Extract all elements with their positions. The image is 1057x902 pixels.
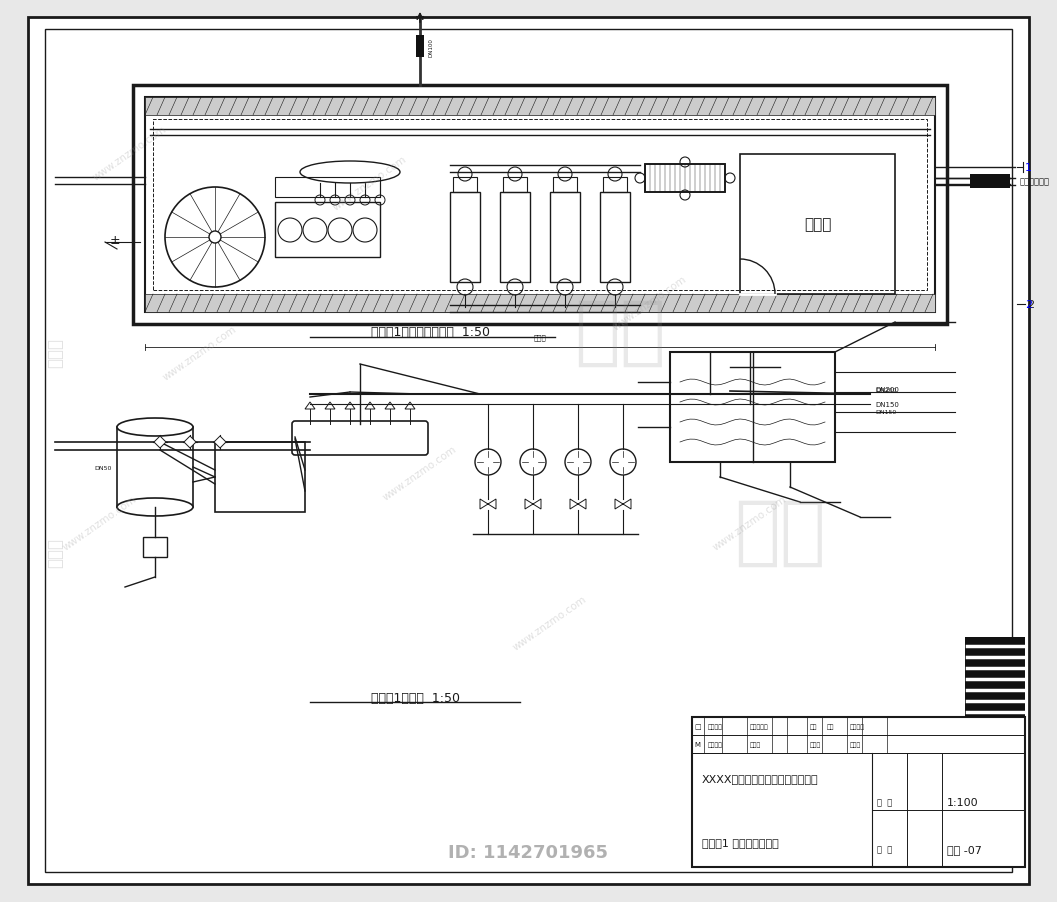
Text: 总尺寸: 总尺寸 xyxy=(534,334,546,341)
Bar xyxy=(275,178,381,198)
Text: 1: 1 xyxy=(1025,163,1032,173)
Text: 热力站1系统图  1:50: 热力站1系统图 1:50 xyxy=(371,691,460,704)
Ellipse shape xyxy=(117,419,193,437)
Polygon shape xyxy=(214,437,226,448)
Bar xyxy=(143,538,167,557)
Text: 知末: 知末 xyxy=(574,296,666,370)
Polygon shape xyxy=(184,437,196,448)
Text: 专业负责人: 专业负责人 xyxy=(750,723,768,729)
Text: 1:100: 1:100 xyxy=(947,797,979,807)
Bar xyxy=(450,193,480,282)
Bar xyxy=(970,175,1010,189)
Text: www.znzmo.com: www.znzmo.com xyxy=(711,493,789,552)
Text: DN50: DN50 xyxy=(95,465,112,470)
Text: DN150: DN150 xyxy=(875,401,898,408)
Text: www.znzmo.com: www.znzmo.com xyxy=(91,124,169,182)
Text: 知末网: 知末网 xyxy=(47,538,64,567)
Bar xyxy=(670,353,835,463)
Text: DN200: DN200 xyxy=(875,387,898,392)
Text: ID: 1142701965: ID: 1142701965 xyxy=(448,843,608,861)
Text: www.znzmo.com: www.znzmo.com xyxy=(162,324,239,382)
Text: 安检官: 安检官 xyxy=(850,741,861,747)
Text: DN200: DN200 xyxy=(875,387,896,392)
Bar xyxy=(145,98,935,115)
Text: 审核: 审核 xyxy=(810,723,817,729)
Text: 值班室: 值班室 xyxy=(803,217,831,232)
Text: www.znzmo.com: www.znzmo.com xyxy=(331,153,409,212)
Bar xyxy=(500,193,530,282)
Bar xyxy=(145,295,935,313)
Bar xyxy=(275,203,381,258)
Text: 专业总监: 专业总监 xyxy=(850,723,865,729)
Bar xyxy=(645,165,725,193)
Text: DN100: DN100 xyxy=(428,39,433,58)
Text: 温度计: 温度计 xyxy=(750,741,761,747)
Text: 上层审批: 上层审批 xyxy=(708,741,723,747)
Text: 一次水供回水: 一次水供回水 xyxy=(1020,178,1050,187)
Bar xyxy=(153,120,927,290)
Text: 换热站1 平面图，系统图: 换热站1 平面图，系统图 xyxy=(702,837,779,847)
Text: www.znzmo.com: www.znzmo.com xyxy=(61,493,138,552)
Text: 知末网: 知末网 xyxy=(47,337,64,368)
Bar xyxy=(602,178,627,193)
Text: www.znzmo.com: www.znzmo.com xyxy=(611,273,689,332)
Text: 审定: 审定 xyxy=(827,723,834,729)
Text: DN150: DN150 xyxy=(875,410,896,415)
Text: 热力站1管线平面布置图  1:50: 热力站1管线平面布置图 1:50 xyxy=(371,327,489,339)
Bar xyxy=(215,443,305,512)
Bar xyxy=(117,428,193,508)
Text: www.znzmo.com: www.znzmo.com xyxy=(382,443,459,502)
Bar xyxy=(692,717,1025,867)
Bar xyxy=(416,36,424,58)
Ellipse shape xyxy=(117,499,193,517)
Text: 知末: 知末 xyxy=(735,495,826,569)
Polygon shape xyxy=(154,437,166,448)
Text: □: □ xyxy=(694,723,701,729)
Text: 图  号: 图 号 xyxy=(877,844,892,853)
Circle shape xyxy=(209,232,221,244)
Text: www.znzmo.com: www.znzmo.com xyxy=(512,594,589,651)
Bar xyxy=(503,178,527,193)
Bar xyxy=(965,638,1025,717)
Text: 2: 2 xyxy=(1027,299,1034,309)
Bar xyxy=(645,165,725,193)
Text: 项目经理: 项目经理 xyxy=(708,723,723,729)
Text: XXXX供热外网及换热站施工图设计: XXXX供热外网及换热站施工图设计 xyxy=(702,773,818,783)
Bar xyxy=(550,193,580,282)
Text: 2: 2 xyxy=(1025,299,1032,309)
Bar xyxy=(740,155,895,295)
Bar xyxy=(553,178,577,193)
Text: ±: ± xyxy=(110,234,120,246)
Bar xyxy=(145,98,935,313)
Bar xyxy=(133,86,947,325)
Bar xyxy=(600,193,630,282)
Bar xyxy=(453,178,477,193)
Text: 比  例: 比 例 xyxy=(877,797,892,806)
Text: 自上审: 自上审 xyxy=(810,741,821,747)
Text: 暖施 -07: 暖施 -07 xyxy=(947,844,982,854)
Text: M: M xyxy=(694,741,700,747)
